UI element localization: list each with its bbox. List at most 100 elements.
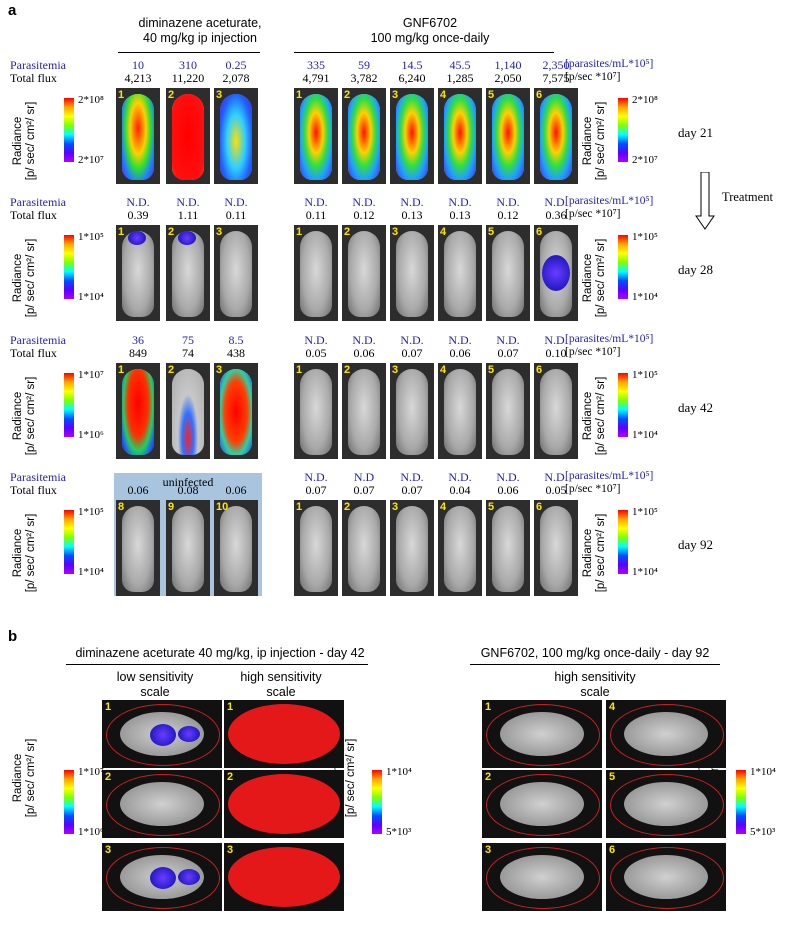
flux-value: 0.06 — [225, 483, 247, 497]
mouse-number: 1 — [296, 89, 303, 101]
flux-value: 0.13 — [401, 208, 423, 222]
radiance-title: Radiance — [12, 753, 24, 803]
mouse-number: 6 — [536, 364, 543, 376]
bioluminescence-signal — [122, 369, 154, 455]
scale-bottom-label: 1*10⁴ — [632, 429, 658, 441]
mouse-number: 4 — [440, 364, 447, 376]
signal-spot — [128, 231, 146, 245]
uninfected-label: uninfected — [162, 475, 214, 489]
panel-b-scale2-top: 1*10⁴ — [386, 766, 412, 778]
mouse-body — [348, 369, 380, 455]
brain-image: 2 — [102, 770, 222, 838]
mouse-number: 6 — [536, 501, 543, 513]
roi-ellipse — [610, 774, 724, 836]
mouse-number: 2 — [344, 501, 351, 513]
radiance-title: Radiance — [12, 116, 24, 166]
unit-flux: [p/sec *10⁷] — [565, 346, 621, 358]
radiance-units: [p/ sec/ cm²/ sr] — [595, 101, 607, 181]
panel-b-scale1-top: 1*10⁷ — [78, 766, 104, 778]
col-low-sensitivity: low sensitivity scale — [100, 670, 210, 700]
flux-value: 74 — [182, 346, 194, 360]
col-right-line1: high sensitivity — [554, 670, 636, 684]
mouse-body — [492, 231, 524, 317]
flux-value: 11,220 — [171, 71, 205, 85]
panel-b-header-right: GNF6702, 100 mg/kg once-daily - day 92 — [480, 646, 710, 660]
panel-b-scale-bar-3 — [736, 770, 746, 834]
unit-flux: [p/sec *10⁷] — [565, 71, 621, 83]
mouse-number: 1 — [118, 226, 125, 238]
brain-number: 3 — [485, 844, 492, 856]
roi-ellipse — [106, 847, 220, 909]
mouse-body — [172, 231, 204, 317]
bioluminescence-signal — [540, 94, 572, 180]
parasitemia-label: Parasitemia — [10, 333, 66, 347]
radiance-title: Radiance — [582, 253, 594, 303]
mouse-number: 10 — [216, 501, 229, 513]
parasitemia-label: Parasitemia — [10, 470, 66, 484]
parasitemia-value: N.D — [353, 470, 375, 484]
bioluminescence-signal — [172, 94, 204, 180]
brain-image: 6 — [606, 843, 726, 911]
flux-value: 0.10 — [545, 346, 567, 360]
radiance-label: Radiance [p/ sec/ cm²/ sr] — [582, 86, 608, 196]
mouse-number: 5 — [488, 364, 495, 376]
header-gnf6702-line1: GNF6702 — [402, 16, 458, 30]
brain-number: 6 — [609, 844, 616, 856]
mouse-image: 2 — [166, 88, 210, 184]
scale-bottom-label: 1*10⁴ — [78, 291, 104, 303]
roi-ellipse — [610, 847, 724, 909]
scale-top-label: 2*10⁸ — [632, 94, 658, 106]
flux-value: 0.11 — [225, 208, 247, 222]
mouse-body — [300, 506, 332, 592]
mouse-body — [396, 231, 428, 317]
bioluminescence-signal — [172, 369, 204, 455]
bioluminescence-signal — [396, 94, 428, 180]
day-label: day 21 — [678, 125, 714, 140]
radiance-title: Radiance — [12, 528, 24, 578]
panel-b-scale2-bottom: 5*10³ — [386, 826, 412, 838]
brain-number: 4 — [609, 701, 616, 713]
mouse-image: 6 — [534, 363, 578, 459]
flux-value: 0.07 — [305, 483, 327, 497]
mouse-image: 3 — [214, 88, 258, 184]
mouse-number: 8 — [118, 501, 125, 513]
brain-image: 2 — [482, 770, 602, 838]
parasitemia-label: Parasitemia — [10, 58, 66, 72]
brain-number: 2 — [105, 771, 112, 783]
roi-ellipse — [486, 704, 600, 766]
parasitemia-value: N.D. — [496, 470, 520, 484]
mouse-number: 3 — [216, 89, 223, 101]
bioluminescence-signal — [228, 847, 340, 907]
parasitemia-value: 335 — [307, 58, 325, 72]
parasitemia-value: N.D. — [496, 195, 520, 209]
mouse-number: 2 — [168, 364, 175, 376]
mouse-body — [492, 369, 524, 455]
brain-number: 3 — [105, 844, 112, 856]
flux-value: 1,285 — [446, 71, 474, 85]
flux-value: 0.05 — [545, 483, 567, 497]
brain-image: 3 — [224, 843, 344, 911]
panel-b-left-rule — [66, 664, 368, 665]
roi-ellipse — [486, 847, 600, 909]
total-flux-label: Total flux — [10, 71, 57, 85]
radiance-units: [p/ sec/ cm²/ sr] — [25, 738, 37, 818]
mouse-image: 4 — [438, 225, 482, 321]
mouse-image: 3 — [390, 225, 434, 321]
parasitemia-value: 75 — [182, 333, 194, 347]
mouse-image: 1 — [294, 88, 338, 184]
signal-spot — [542, 255, 570, 291]
radiance-title: Radiance — [582, 116, 594, 166]
bioluminescence-signal — [348, 94, 380, 180]
mouse-body — [348, 231, 380, 317]
brain-image: 3 — [482, 843, 602, 911]
scale-bottom-label: 1*10⁴ — [632, 291, 658, 303]
flux-value: 438 — [227, 346, 245, 360]
mouse-image: 1 — [116, 88, 160, 184]
scale-bottom-label: 1*10⁴ — [632, 566, 658, 578]
flux-value: 0.08 — [177, 483, 199, 497]
brain-number: 5 — [609, 771, 616, 783]
mouse-number: 4 — [440, 501, 447, 513]
brain-image: 2 — [224, 770, 344, 838]
mouse-number: 3 — [216, 364, 223, 376]
parasitemia-value: N.D. — [448, 333, 472, 347]
